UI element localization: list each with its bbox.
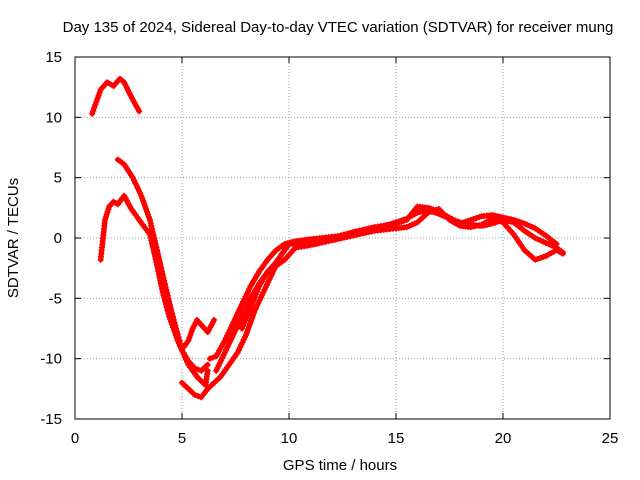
series-trace [98, 193, 211, 388]
data-point [344, 230, 351, 237]
data-series [89, 75, 566, 401]
data-point [94, 95, 101, 102]
series-track-d [176, 317, 218, 350]
data-point [195, 393, 202, 400]
data-point [174, 331, 181, 338]
data-point [191, 391, 198, 398]
data-point [172, 322, 179, 329]
data-point [183, 340, 190, 347]
data-point [240, 322, 247, 329]
y-axis: -15 -10 -5 0 5 10 15 [40, 49, 610, 428]
data-point [246, 307, 253, 314]
data-point [186, 334, 193, 341]
data-point [187, 331, 194, 338]
data-point [242, 316, 249, 323]
data-point [204, 361, 211, 368]
x-tick-label: 15 [388, 430, 405, 447]
data-point [206, 355, 213, 362]
data-point [173, 325, 180, 332]
y-tick-label: 0 [54, 230, 62, 247]
data-point [328, 235, 335, 241]
data-point [175, 334, 182, 341]
x-tick-label: 10 [281, 430, 298, 447]
x-tick-label: 20 [495, 430, 512, 447]
data-point [91, 104, 98, 111]
series-track-c [114, 156, 211, 374]
x-tick-label: 0 [71, 430, 79, 447]
data-point [168, 307, 175, 314]
data-point [553, 241, 560, 248]
y-tick-label: -5 [49, 290, 62, 307]
data-point [210, 354, 217, 361]
data-point [92, 101, 99, 108]
data-point [90, 107, 97, 114]
data-point [89, 110, 96, 117]
data-point [238, 325, 245, 332]
series-trace [177, 317, 217, 350]
series-track-h [238, 203, 560, 332]
y-tick-label: 10 [45, 109, 62, 126]
data-point [191, 365, 198, 372]
data-point [347, 229, 354, 236]
data-point [553, 247, 560, 254]
data-point [169, 310, 176, 317]
data-point [185, 337, 192, 344]
y-axis-label: SDTVAR / TECUs [5, 178, 22, 298]
data-point [559, 250, 566, 257]
x-axis: 0 5 10 15 20 25 [71, 57, 619, 447]
data-point [95, 92, 102, 99]
data-point [176, 342, 183, 349]
x-tick-label: 5 [178, 430, 186, 447]
data-point [93, 98, 100, 105]
data-point [171, 319, 178, 326]
y-tick-label: 15 [45, 49, 62, 66]
data-point [341, 231, 348, 238]
data-point [96, 89, 103, 96]
data-point [334, 233, 341, 240]
data-point [107, 81, 114, 88]
y-tick-label: -10 [40, 351, 62, 368]
x-tick-label: 25 [602, 430, 619, 447]
data-point [104, 79, 111, 86]
data-point [245, 310, 252, 317]
data-point [337, 232, 344, 239]
data-point [170, 316, 177, 323]
data-point [241, 319, 248, 326]
data-point [556, 248, 563, 255]
data-point [331, 234, 338, 241]
data-point [173, 328, 180, 335]
data-point [181, 343, 188, 350]
chart-title: Day 135 of 2024, Sidereal Day-to-day VTE… [63, 19, 614, 36]
series-track-a [89, 75, 143, 117]
y-tick-label: -15 [40, 411, 62, 428]
data-point [211, 317, 218, 324]
data-point [188, 328, 195, 335]
data-point [243, 313, 250, 320]
data-point [169, 313, 176, 320]
data-point [195, 366, 202, 373]
data-point [136, 108, 143, 115]
y-tick-label: 5 [54, 170, 62, 187]
x-axis-label: GPS time / hours [283, 457, 397, 474]
data-point [204, 367, 211, 374]
